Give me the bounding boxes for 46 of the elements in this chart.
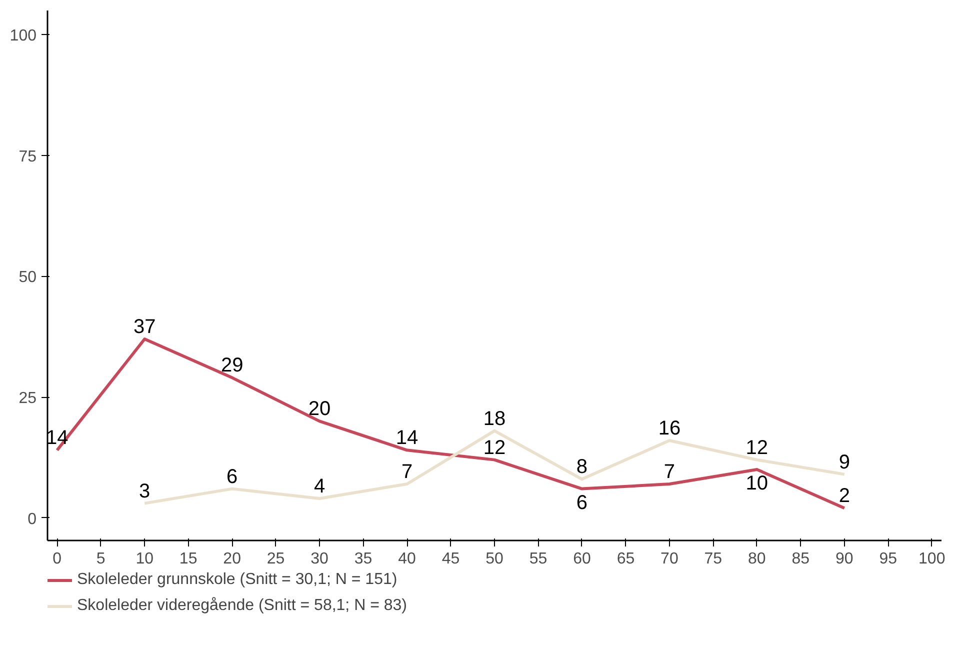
data-label: 14 — [396, 427, 418, 450]
x-tick-label: 50 — [486, 550, 504, 568]
data-label: 18 — [483, 408, 506, 430]
x-tick-label: 0 — [52, 550, 62, 568]
x-tick-label: 10 — [136, 550, 154, 568]
x-tick-label: 55 — [529, 550, 548, 568]
x-tick-label: 75 — [704, 550, 722, 568]
x-tick-label: 65 — [616, 550, 635, 568]
legend-label: Skoleleder grunnskole (Snitt = 30,1; N = 151) — [77, 571, 398, 589]
data-label: 37 — [133, 316, 156, 338]
x-tick-label: 20 — [223, 550, 242, 568]
y-tick-label: 100 — [10, 28, 37, 45]
x-tick-label: 35 — [354, 550, 372, 568]
x-tick-label: 15 — [179, 550, 198, 568]
data-label: 9 — [838, 451, 850, 474]
x-tick-label: 45 — [442, 550, 460, 568]
data-label: 10 — [746, 472, 768, 494]
data-label: 6 — [576, 492, 588, 514]
data-label: 8 — [576, 456, 588, 478]
x-tick-label: 95 — [879, 550, 898, 568]
data-label: 7 — [401, 460, 413, 483]
x-tick-label: 25 — [266, 550, 285, 568]
x-tick-label: 5 — [96, 550, 106, 568]
x-tick-label: 85 — [792, 550, 810, 568]
x-tick-label: 60 — [573, 550, 591, 568]
x-tick-label: 90 — [836, 550, 854, 568]
data-label: 2 — [838, 485, 850, 508]
data-label: 12 — [483, 436, 506, 459]
y-tick-label: 0 — [28, 510, 37, 528]
data-label: 3 — [139, 480, 150, 502]
x-tick-label: 80 — [748, 550, 766, 568]
y-tick-label: 50 — [18, 269, 37, 286]
data-label: 4 — [314, 475, 326, 498]
data-label: 6 — [226, 466, 238, 488]
x-tick-label: 40 — [398, 550, 416, 568]
data-label: 16 — [658, 417, 681, 440]
data-label: 7 — [664, 460, 676, 483]
x-tick-label: 70 — [660, 550, 678, 568]
data-label: 20 — [308, 398, 331, 420]
legend-label: Skoleleder videregående (Snitt = 58,1; N = 83) — [77, 597, 407, 615]
y-tick-label: 75 — [18, 148, 37, 166]
x-tick-label: 100 — [918, 550, 946, 568]
data-label: 12 — [746, 436, 768, 459]
x-tick-label: 30 — [310, 550, 329, 568]
data-label: 29 — [220, 354, 244, 377]
y-tick-label: 25 — [18, 390, 37, 408]
